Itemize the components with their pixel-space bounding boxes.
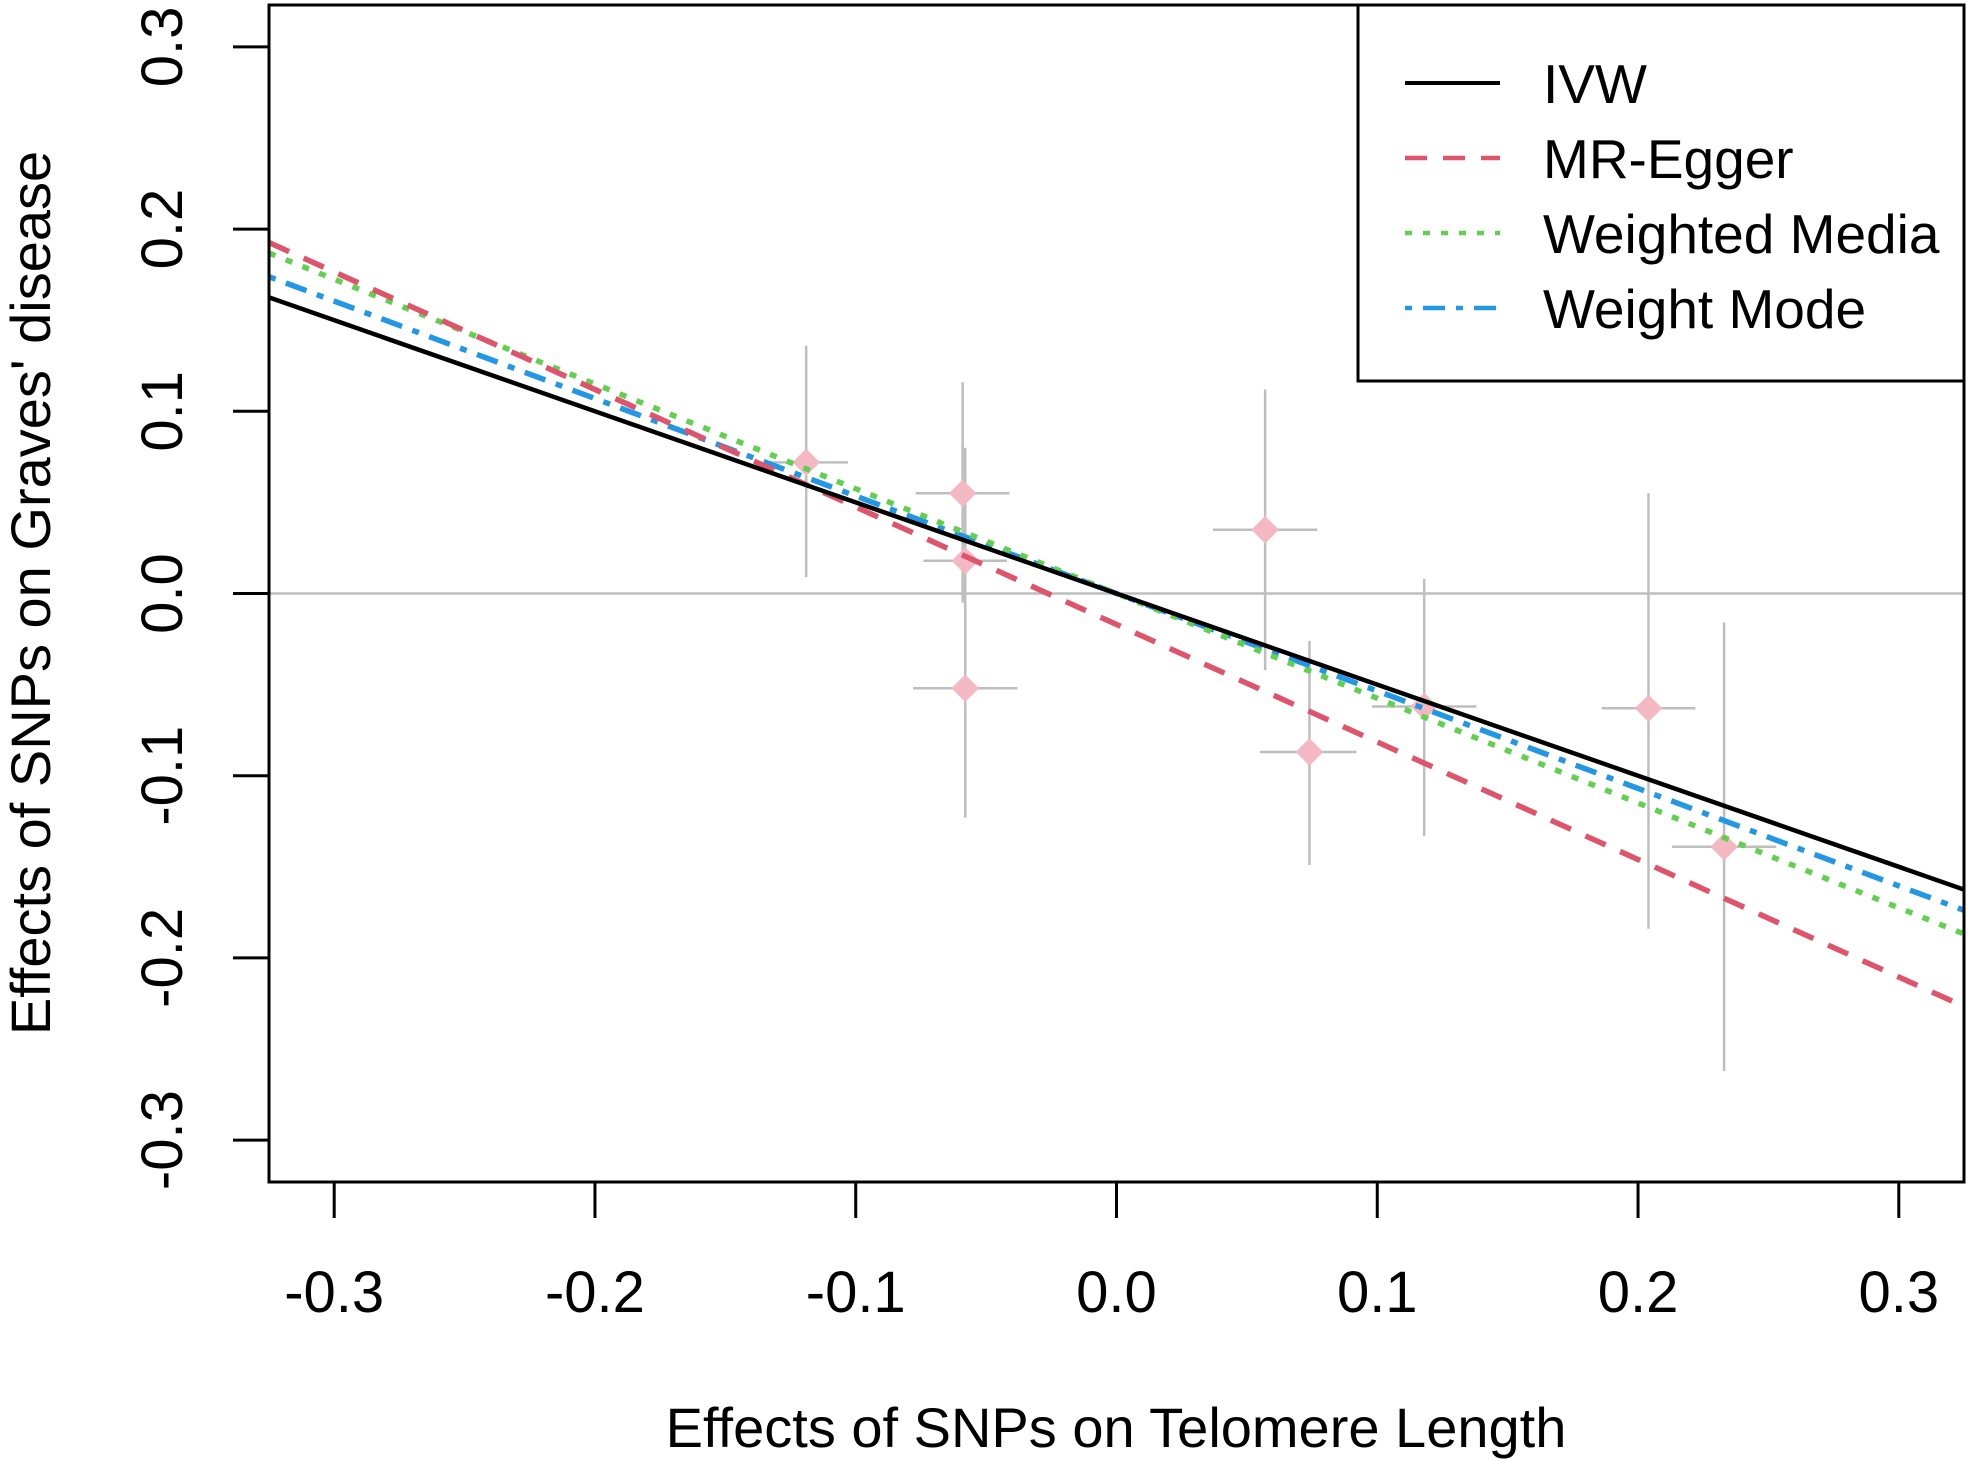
legend-label-3: Weighted Media [1543,203,1940,265]
legend-label-4: Weight Mode [1543,278,1866,340]
x-tick-label-7: 0.3 [1858,1260,1939,1325]
data-point-6 [1295,738,1324,766]
data-point-3 [951,546,979,575]
y-axis: -0.3 -0.2 -0.1 0.0 0.1 0.2 0.3 [130,7,269,1190]
x-tick-label-3: -0.1 [806,1260,906,1325]
x-tick-label-6: 0.2 [1598,1260,1679,1325]
x-axis-title: Effects of SNPs on Telomere Length [666,1396,1567,1459]
legend-label-2: MR-Egger [1543,128,1794,190]
x-axis: -0.3 -0.2 -0.1 0.0 0.1 0.2 0.3 [284,1182,1939,1325]
data-points [792,448,1738,861]
y-tick-label-2: -0.2 [130,908,195,1008]
x-tick-label-1: -0.3 [284,1260,384,1325]
legend: IVW MR-Egger Weighted Media Weight Mode [1356,3,1966,383]
y-axis-title: Effects of SNPs on Graves' disease [0,151,62,1035]
data-point-8 [1634,694,1663,722]
fit-line-mr-egger [269,240,1964,1009]
data-point-4 [951,674,979,702]
x-tick-label-2: -0.2 [545,1260,645,1325]
x-tick-label-5: 0.1 [1337,1260,1418,1325]
y-tick-label-1: -0.3 [130,1090,195,1190]
data-point-9 [1710,833,1738,861]
y-tick-label-3: -0.1 [130,726,195,826]
x-tick-label-4: 0.0 [1076,1260,1157,1325]
y-tick-label-4: 0.0 [130,553,195,634]
y-tick-label-7: 0.3 [130,7,195,88]
data-point-1 [792,448,820,477]
legend-label-1: IVW [1543,53,1647,115]
legend-box [1356,3,1966,383]
fit-line-ivw [269,295,1964,892]
y-tick-label-5: 0.1 [130,371,195,452]
y-tick-label-6: 0.2 [130,189,195,270]
data-point-5 [1251,516,1279,544]
data-point-2 [948,479,977,507]
fit-lines [269,240,1964,1009]
